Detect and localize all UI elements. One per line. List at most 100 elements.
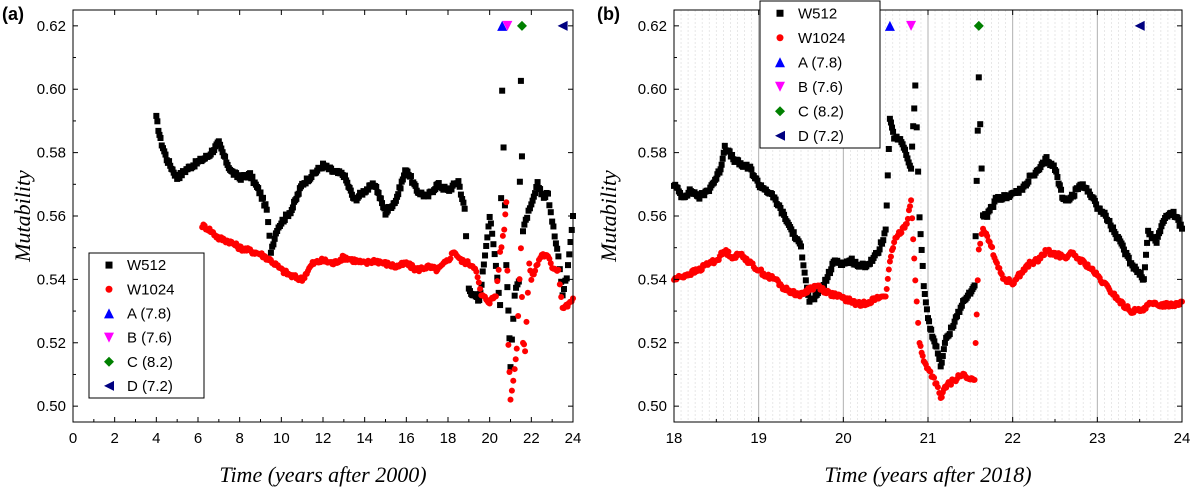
data-point [823,277,830,284]
data-point [492,262,499,269]
data-point [956,308,963,315]
data-point [568,226,575,233]
x-axis-title: Time (years after 2018) [824,462,1031,487]
data-point [500,144,507,151]
data-point [513,284,520,291]
data-point [1143,251,1150,258]
y-tick-label: 0.56 [37,208,66,225]
y-tick-label: 0.52 [37,335,66,352]
data-point [1079,181,1086,188]
data-point [931,374,938,381]
y-tick-label: 0.62 [638,18,667,35]
y-tick-label: 0.50 [638,398,667,415]
series-b-7-6- [906,20,917,31]
data-point [819,285,826,292]
data-point [904,155,911,162]
data-point [977,240,984,247]
data-point [921,290,928,297]
data-point [537,186,544,193]
data-point [495,266,502,273]
data-point [281,216,288,223]
x-tick-label: 20 [835,430,852,447]
data-point [511,366,518,373]
data-point [510,377,517,384]
data-point [528,201,535,208]
data-point [911,255,918,262]
y-tick-label: 0.60 [37,81,66,98]
data-point [530,193,537,200]
x-tick-label: 12 [315,430,332,447]
data-point [1119,299,1126,306]
data-point [549,218,556,225]
data-point [923,306,930,313]
data-point [157,135,164,142]
data-point [716,169,723,176]
data-point [401,172,408,179]
legend-label: A (7.8) [127,305,171,322]
legend-marker [104,380,114,391]
data-point [534,261,541,268]
data-point [912,277,919,284]
data-point [552,240,559,247]
data-point [542,194,549,201]
data-point [1137,269,1144,276]
data-point [373,183,380,190]
data-point [954,313,961,320]
data-point [249,173,256,180]
data-point [153,112,160,119]
data-point [1056,182,1063,189]
data-point [528,276,535,283]
data-point [555,266,562,273]
data-point [917,343,924,350]
legend-marker [104,332,114,343]
data-point [504,267,511,274]
y-axis-title: Mutability [10,170,35,263]
y-tick-label: 0.62 [37,18,66,35]
data-point [922,299,929,306]
data-point [461,205,468,212]
data-point [975,246,982,253]
data-point [558,293,565,300]
data-point [503,199,510,206]
x-tick-label: 23 [1089,430,1106,447]
data-point [478,281,485,288]
data-point [518,293,525,300]
legend-label: W512 [798,5,837,22]
data-point [295,190,302,197]
legend-box [88,252,205,399]
data-point [909,143,916,150]
data-point [217,141,224,148]
data-point [257,189,264,196]
data-point [1175,216,1182,223]
legend-label: B (7.6) [127,330,172,347]
data-point [532,190,539,197]
data-point [482,252,489,259]
data-point [293,195,300,202]
panel-label: (a) [2,4,24,24]
data-point [777,204,784,211]
data-point [381,205,388,212]
event-marker [516,20,527,31]
data-point [161,148,168,155]
data-point [517,77,524,84]
data-point [526,260,533,267]
data-point [919,352,926,359]
data-point [546,255,553,262]
data-point [503,262,510,269]
data-point [1125,254,1132,261]
data-point [498,244,505,251]
data-point [1144,239,1151,246]
data-point [487,220,494,227]
panel-b: (b) 18 19 20 21 22 23 24 0.50 0.52 0.54 0.56 0.58 0.… [596,0,1190,487]
data-point [344,179,351,186]
data-point [173,171,180,178]
data-point [480,261,487,268]
data-point [1120,246,1127,253]
legend-marker [104,356,114,367]
data-point [499,232,506,239]
data-point [425,193,432,200]
data-point [526,205,533,212]
data-point [919,262,926,269]
legend-label: A (7.8) [798,54,842,71]
